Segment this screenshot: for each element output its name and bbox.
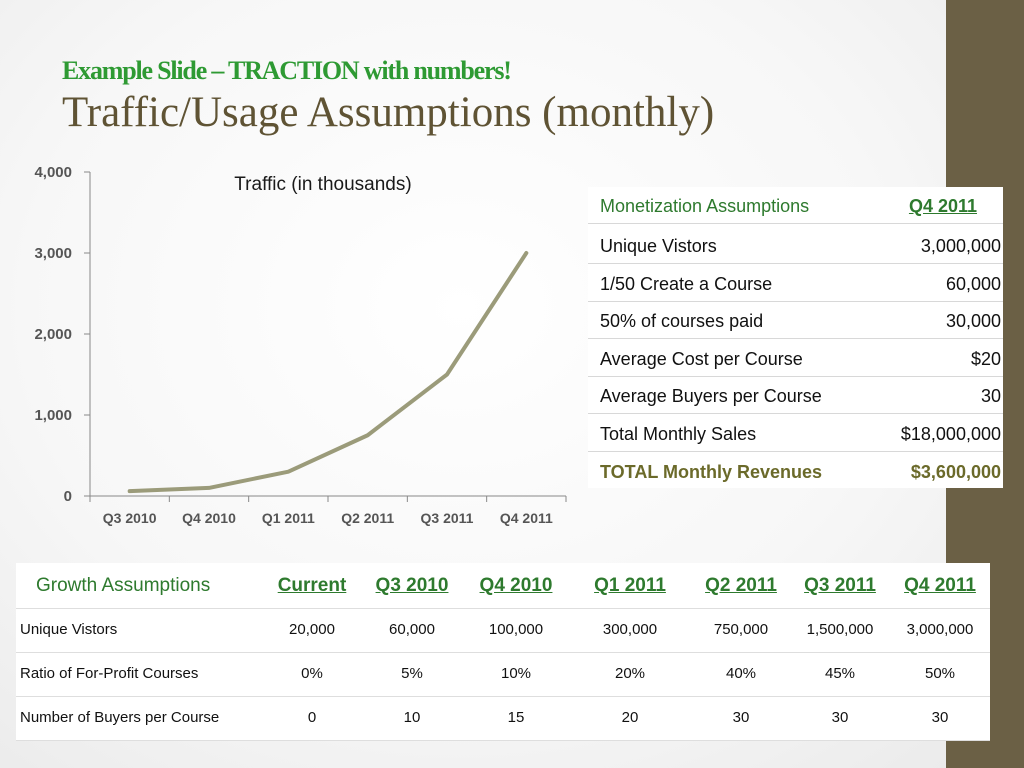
monetization-total-value: $3,600,000 bbox=[910, 462, 1001, 482]
monetization-row-value: 30,000 bbox=[945, 311, 1001, 331]
growth-cell: 20 bbox=[621, 709, 639, 726]
growth-cell: 40% bbox=[725, 665, 757, 682]
growth-column-header: Current bbox=[277, 575, 347, 596]
monetization-row: Average Buyers per Course 30 bbox=[588, 377, 1003, 414]
monetization-row-label: Total Monthly Sales bbox=[600, 423, 757, 444]
monetization-row: 1/50 Create a Course 60,000 bbox=[588, 265, 1003, 302]
y-tick-label: 3,000 bbox=[34, 245, 72, 262]
monetization-total-row: TOTAL Monthly Revenues $3,600,000 bbox=[588, 453, 1003, 490]
traffic-data-point bbox=[207, 486, 211, 490]
monetization-row: Unique Vistors 3,000,000 bbox=[588, 227, 1003, 264]
slide-subtitle: Example Slide – TRACTION with numbers! bbox=[62, 56, 512, 85]
monetization-row-value: $18,000,000 bbox=[900, 423, 1001, 444]
growth-column-header: Q3 2010 bbox=[375, 575, 449, 596]
traffic-data-point bbox=[366, 433, 370, 437]
growth-cell: 15 bbox=[507, 709, 525, 726]
growth-header-row: Growth Assumptions Current Q3 2010 Q4 2010… bbox=[16, 563, 990, 609]
growth-column-header: Q4 2011 bbox=[904, 575, 976, 596]
growth-row: Ratio of For-Profit Courses 0% 5% 10% 20% 40%… bbox=[16, 653, 990, 697]
growth-cell: 0% bbox=[301, 665, 323, 682]
growth-cell: 1,500,000 bbox=[806, 621, 874, 638]
traffic-data-point bbox=[445, 373, 449, 376]
monetization-total-label: TOTAL Monthly Revenues bbox=[600, 462, 823, 482]
monetization-row: 50% of courses paid 30,000 bbox=[588, 302, 1003, 339]
growth-cell: 10% bbox=[500, 665, 532, 682]
growth-cell: 50% bbox=[924, 665, 956, 682]
chart-axes bbox=[89, 172, 566, 497]
x-axis-ticks: Q3 2010 Q4 2010 Q1 2011 Q2 2011 Q3 2011 Q4 20… bbox=[89, 496, 567, 526]
growth-row-label: Unique Vistors bbox=[20, 621, 118, 638]
growth-cell: 60,000 bbox=[389, 621, 435, 638]
monetization-header-period: Q4 2011 bbox=[908, 196, 977, 216]
monetization-header-label: Monetization Assumptions bbox=[600, 196, 810, 216]
x-tick-label: Q3 2010 bbox=[103, 510, 157, 526]
y-axis-ticks: 0 1,000 2,000 3,000 4,000 bbox=[34, 164, 90, 505]
growth-column-header: Q4 2010 bbox=[479, 575, 553, 596]
y-tick-label: 2,000 bbox=[34, 326, 72, 343]
traffic-series bbox=[127, 251, 529, 494]
growth-cell: 30 bbox=[732, 709, 750, 726]
growth-row-label: Number of Buyers per Course bbox=[20, 709, 220, 726]
x-tick-label: Q4 2010 bbox=[182, 510, 236, 526]
monetization-table: Monetization Assumptions Q4 2011 Unique … bbox=[588, 187, 1003, 488]
growth-cell: 5% bbox=[401, 665, 423, 682]
monetization-row-value: 3,000,000 bbox=[920, 236, 1001, 256]
y-tick-label: 0 bbox=[64, 488, 72, 505]
monetization-row-value: 30 bbox=[980, 386, 1001, 406]
growth-row: Number of Buyers per Course 0 10 15 20 30 30 30 bbox=[16, 697, 990, 741]
y-tick-label: 4,000 bbox=[34, 164, 72, 181]
traffic-data-point bbox=[286, 470, 290, 474]
x-tick-label: Q3 2011 bbox=[421, 510, 474, 526]
x-tick-label: Q2 2011 bbox=[341, 510, 394, 526]
growth-cell: 45% bbox=[824, 665, 856, 682]
monetization-header-row: Monetization Assumptions Q4 2011 bbox=[588, 187, 1003, 224]
growth-cell: 10 bbox=[403, 709, 421, 726]
growth-header-label: Growth Assumptions bbox=[36, 575, 211, 596]
slide-title: Traffic/Usage Assumptions (monthly) bbox=[62, 89, 715, 136]
growth-cell: 300,000 bbox=[602, 621, 658, 638]
growth-cell: 750,000 bbox=[713, 621, 769, 638]
growth-column-header: Q3 2011 bbox=[804, 575, 876, 596]
y-tick-label: 1,000 bbox=[34, 407, 72, 424]
monetization-row: Total Monthly Sales $18,000,000 bbox=[588, 415, 1003, 452]
monetization-row-label: Unique Vistors bbox=[600, 236, 717, 256]
traffic-data-point bbox=[524, 251, 528, 255]
growth-cell: 30 bbox=[831, 709, 849, 726]
growth-column-header: Q1 2011 bbox=[594, 575, 666, 596]
growth-row: Unique Vistors 20,000 60,000 100,000 300,000… bbox=[16, 609, 990, 653]
traffic-series-line bbox=[127, 251, 529, 494]
growth-cell: 0 bbox=[307, 709, 317, 726]
monetization-row-value: $20 bbox=[970, 348, 1001, 369]
monetization-row: Average Cost per Course $20 bbox=[588, 340, 1003, 377]
growth-table: Growth Assumptions Current Q3 2010 Q4 2010… bbox=[16, 563, 990, 741]
monetization-row-label: Average Buyers per Course bbox=[600, 386, 822, 406]
traffic-data-point bbox=[128, 489, 132, 493]
growth-cell: 3,000,000 bbox=[906, 621, 974, 638]
growth-row-label: Ratio of For-Profit Courses bbox=[20, 665, 199, 682]
monetization-row-label: 1/50 Create a Course bbox=[600, 273, 773, 294]
x-tick-label: Q4 2011 bbox=[500, 510, 553, 526]
growth-cell: 100,000 bbox=[488, 621, 544, 638]
growth-cell: 20% bbox=[614, 665, 646, 682]
growth-cell: 20,000 bbox=[289, 621, 335, 638]
monetization-row-value: 60,000 bbox=[945, 273, 1001, 294]
growth-cell: 30 bbox=[931, 709, 949, 726]
traffic-line-chart: Traffic (in thousands) 0 1,000 2,000 3,000 4… bbox=[34, 164, 567, 526]
monetization-row-label: Average Cost per Course bbox=[600, 348, 803, 369]
growth-column-header: Q2 2011 bbox=[705, 575, 777, 596]
monetization-row-label: 50% of courses paid bbox=[600, 311, 764, 331]
x-tick-label: Q1 2011 bbox=[262, 510, 315, 526]
chart-title: Traffic (in thousands) bbox=[234, 174, 411, 195]
